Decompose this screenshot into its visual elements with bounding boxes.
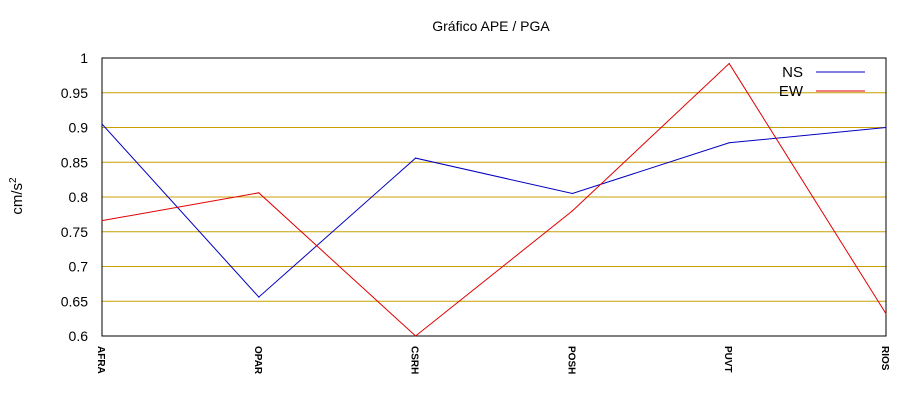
y-tick-label: 0.6 [69, 328, 89, 344]
svg-text:cm/s2: cm/s2 [8, 177, 26, 215]
data-point [571, 192, 574, 195]
series-line-ns [101, 123, 887, 298]
plot-frame [101, 57, 887, 337]
data-point [571, 210, 574, 212]
y-axis-label-text: cm/s [9, 183, 26, 215]
y-tick-label: 0.7 [69, 259, 89, 275]
y-tick-label: 0.75 [61, 224, 88, 240]
x-tick-label: OPAR [252, 346, 263, 375]
y-tick-label: 0.65 [61, 293, 88, 309]
series-line-ew [101, 62, 887, 337]
legend-label: NS [782, 64, 803, 81]
data-point [258, 296, 260, 298]
data-point [728, 142, 730, 144]
x-axis-ticks: AFRA OPAR CSRH POSH PUVT RIOS [95, 346, 890, 375]
chart-title: Gráfico APE / PGA [432, 18, 550, 34]
data-point [101, 220, 103, 222]
data-point [258, 192, 260, 194]
y-tick-label: 0.9 [69, 120, 89, 136]
legend-label: EW [779, 83, 804, 100]
x-tick-label: PUVT [722, 346, 733, 373]
y-tick-label: 0.95 [61, 85, 88, 101]
data-point [415, 157, 417, 159]
x-tick-label: AFRA [95, 346, 106, 374]
y-tick-label: 0.85 [61, 154, 88, 170]
y-tick-label: 1 [80, 50, 88, 66]
y-axis-label: cm/s2 [8, 177, 26, 215]
plot-border [101, 57, 887, 337]
x-tick-label: RIOS [879, 346, 890, 371]
y-axis-ticks: 0.6 0.65 0.7 0.75 0.8 0.85 0.9 0.95 1 [61, 50, 88, 344]
series-lines [101, 62, 887, 337]
x-tick-label: CSRH [409, 346, 420, 374]
data-point [415, 335, 417, 337]
data-point [728, 62, 730, 65]
grid-lines [102, 57, 886, 337]
data-point [885, 313, 887, 315]
data-point [885, 126, 887, 129]
x-tick-label: POSH [565, 346, 576, 374]
y-tick-label: 0.8 [69, 189, 89, 205]
data-point [101, 123, 103, 125]
y-axis-label-superscript: 2 [8, 177, 19, 183]
legend: NS EW [779, 64, 865, 100]
